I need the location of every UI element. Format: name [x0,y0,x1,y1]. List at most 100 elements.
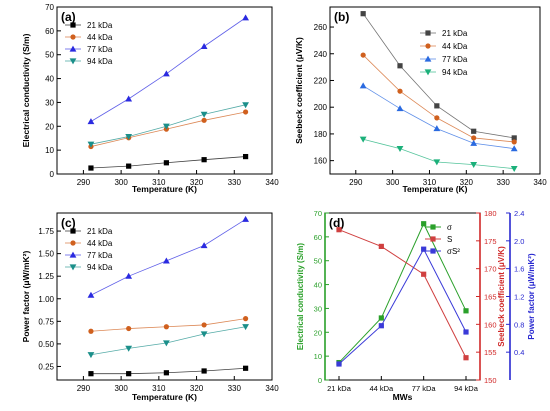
data-point [396,146,404,153]
y-tick-label: 2.4 [514,209,524,218]
y-tick-label: 0.25 [38,362,54,371]
legend-label: 77 kDa [87,251,113,260]
data-point [470,162,478,169]
data-point [88,371,94,377]
x-tick-label: 310 [152,178,166,187]
y-tick-label: 160 [314,157,328,166]
legend-label: S [447,235,452,244]
data-point [378,315,384,321]
legend-marker [69,45,77,52]
data-point [463,329,469,335]
y-tick-label: 30 [314,304,322,313]
x-tick-label: 340 [265,384,279,393]
legend-label: 21 kDa [87,21,113,30]
data-point [336,361,342,367]
data-point [163,370,169,376]
y-tick-label: 70 [314,209,322,218]
x-tick-label: 300 [114,384,128,393]
y-axis-label: Electrical conductivity (S/m) [21,33,31,147]
x-tick-label: 320 [190,384,204,393]
y-tick-label: 1.50 [38,250,54,259]
y-tick-label: 200 [314,103,328,112]
x-axis-label: MWs [393,392,413,402]
x-tick-label: 77 kDa [412,384,437,393]
data-point [242,324,249,331]
y-tick-label: 40 [45,75,54,84]
y-tick-label: 0.4 [514,348,524,357]
x-tick-label: 290 [77,384,91,393]
y-tick-label: 70 [45,3,54,12]
series-line [90,218,246,296]
data-point [88,328,94,334]
x-tick-label: 320 [190,178,204,187]
data-point [162,70,170,77]
plot-frame [56,212,273,381]
legend-marker [424,69,432,76]
data-point [125,95,133,102]
y-tick-label: 150 [484,376,497,385]
data-point [421,246,427,252]
legend-marker [430,236,436,242]
y-tick-label: 160 [484,320,497,329]
plot-frame [329,6,541,175]
legend-marker [69,251,77,258]
data-point [125,272,133,279]
legend-marker [69,264,77,271]
y-tick-label: 20 [45,122,54,131]
series-line [338,248,467,365]
data-point [126,163,132,169]
y-tick-label: 10 [314,352,322,361]
plot-frame [56,6,273,175]
y-tick-label: 50 [314,257,322,266]
y-tick-label: 0 [318,376,322,385]
data-point [87,118,95,125]
data-point [433,125,441,132]
legend-label: 44 kDa [87,33,113,42]
y-axis-label: Power factor (μW/mK²) [21,251,31,343]
data-point [511,139,517,145]
y-tick-label: 1.00 [38,295,54,304]
legend-label: 44 kDa [442,42,468,51]
legend-marker [70,34,76,40]
panel-d: (d) 21 kDa 44 kDa 77 kDa 94 kDa MWs 0 10 20 30 40 5… [296,209,536,402]
data-point [359,82,367,89]
y-tick-label: 170 [484,265,497,274]
x-tick-label: 290 [77,178,91,187]
data-point [87,291,95,298]
legend-marker [70,228,76,234]
y-tick-label: 20 [314,328,322,337]
panel-label: (d) [329,216,344,230]
data-point [201,368,207,374]
legend-label: 77 kDa [442,55,468,64]
series-line [90,318,246,332]
data-point [125,345,133,352]
legend-marker [69,58,77,65]
legend-label: 21 kDa [442,29,468,38]
data-point [201,322,207,328]
x-tick-label: 320 [460,178,474,187]
y-tick-label: 240 [314,50,328,59]
data-point [396,105,404,112]
data-point [242,153,249,160]
legend-label: 94 kDa [87,57,113,66]
series-line [90,17,246,122]
data-point [397,88,403,94]
x-tick-label: 44 kDa [369,384,394,393]
x-tick-label: 290 [349,178,363,187]
data-point [200,331,208,338]
y-axis-label: Seebeck coefficient (μV/K) [294,37,304,144]
data-point [201,157,207,163]
legend-label: 94 kDa [87,263,113,272]
data-point [433,159,441,166]
y-tick-label: 10 [45,146,54,155]
data-point [463,355,469,361]
panel-label: (c) [61,216,76,230]
x-tick-label: 330 [496,178,510,187]
y-tick-label: 155 [484,348,497,357]
data-point [378,243,384,249]
legend-label: 21 kDa [87,227,113,236]
data-point [242,215,249,222]
y-tick-label: 220 [314,76,328,85]
legend-marker [430,248,436,254]
